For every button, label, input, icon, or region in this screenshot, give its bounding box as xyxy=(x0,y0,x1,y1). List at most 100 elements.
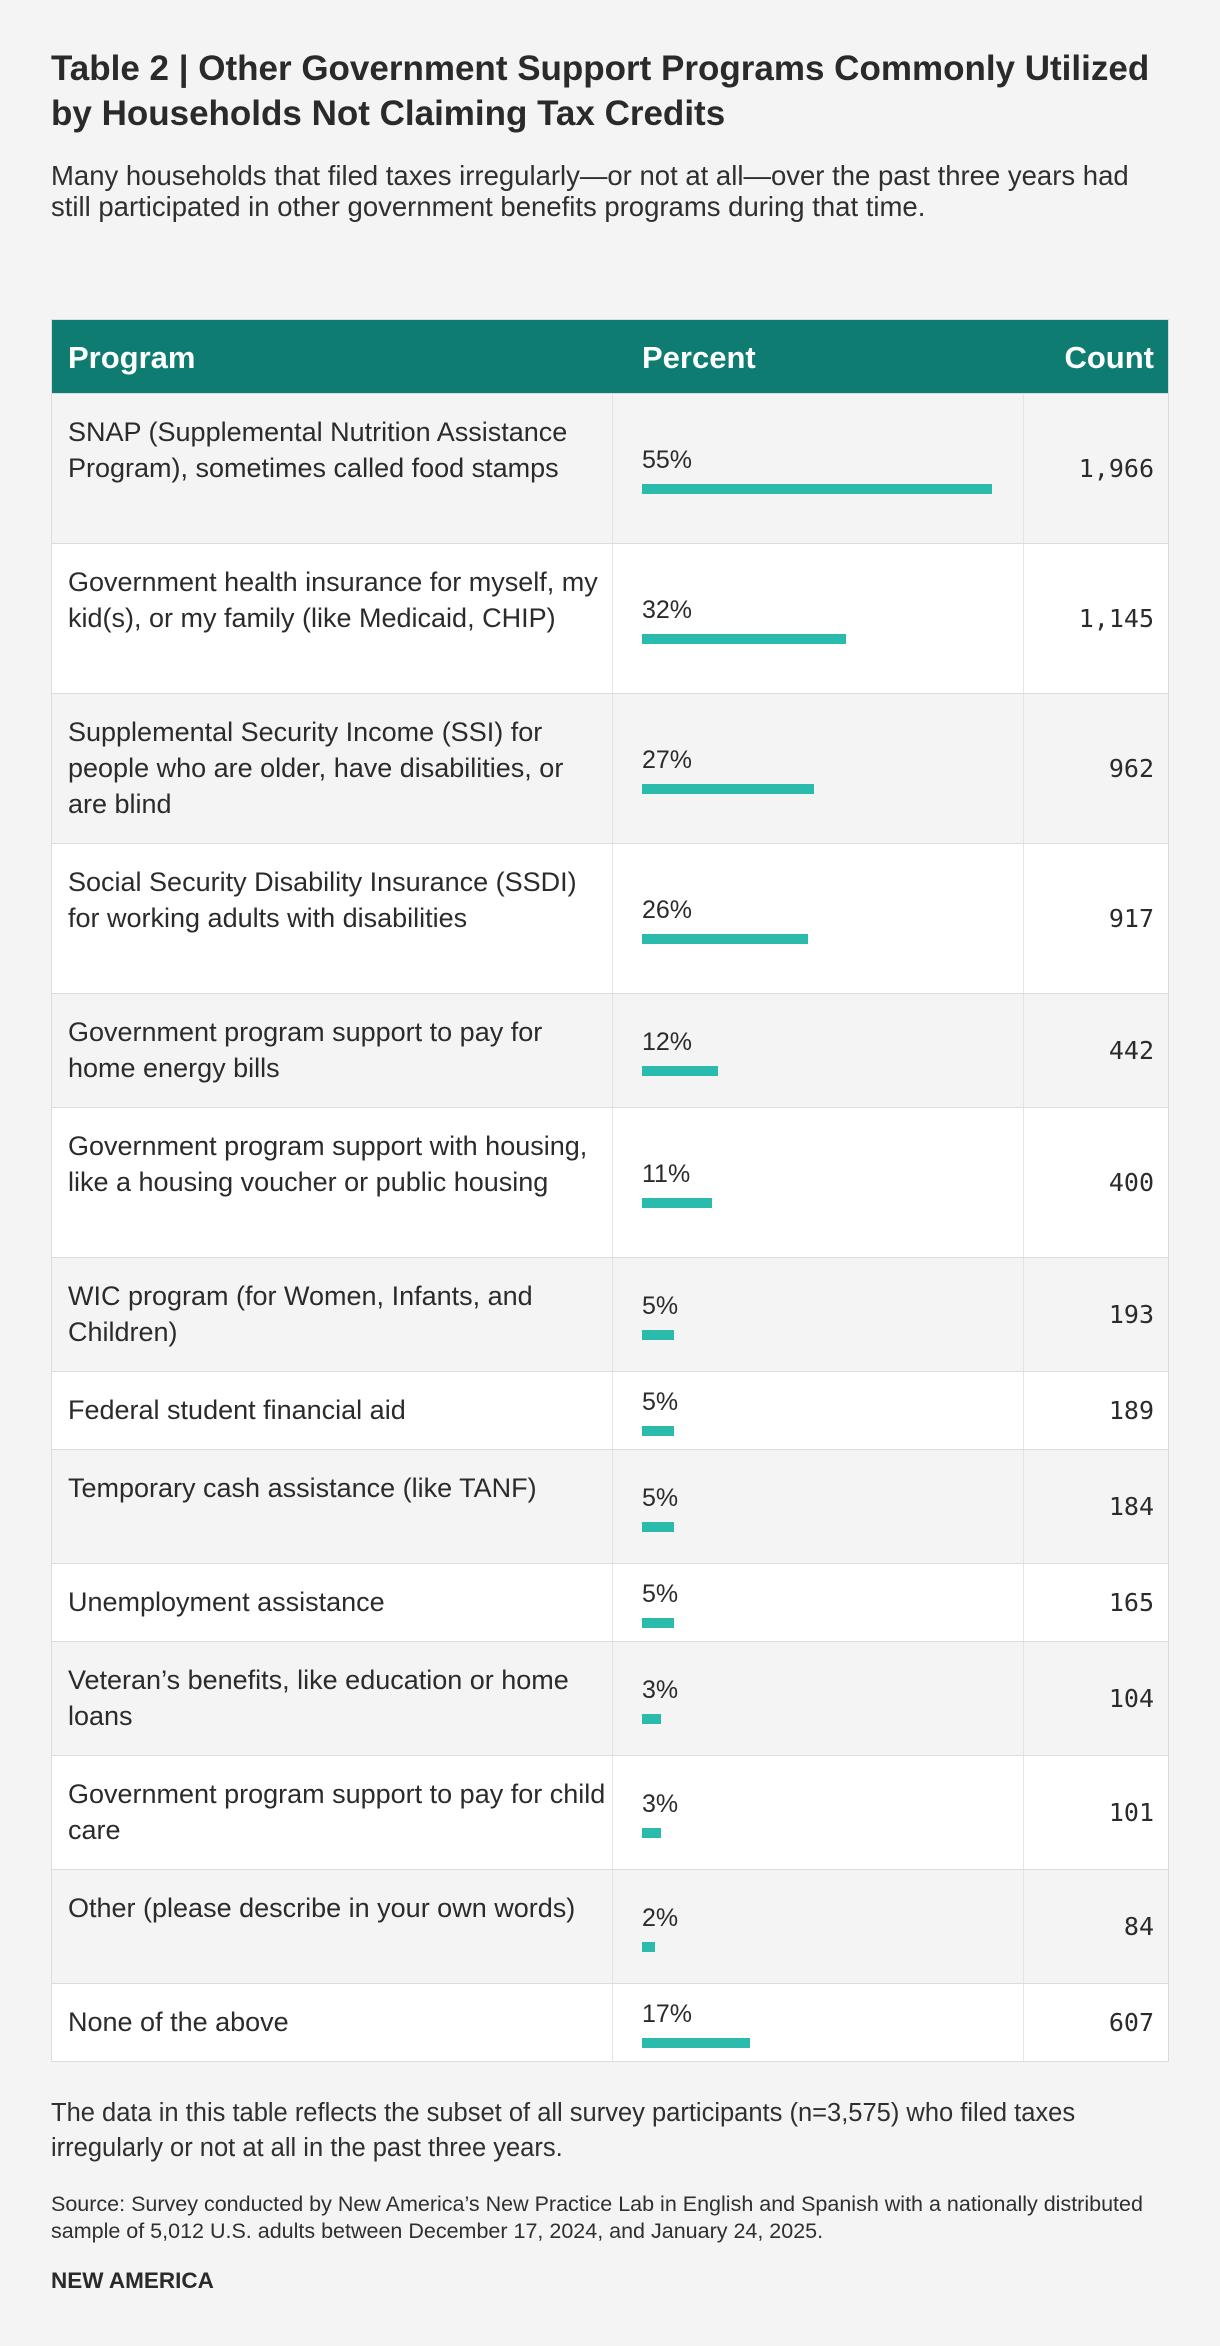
count-cell: 184 xyxy=(1108,1492,1154,1521)
percent-bar xyxy=(642,1198,712,1208)
column-divider xyxy=(612,1258,613,1371)
program-cell: Federal student financial aid xyxy=(68,1395,406,1425)
column-divider xyxy=(612,1372,613,1449)
column-divider xyxy=(612,1984,613,2061)
table-row: Government program support to pay for ch… xyxy=(52,1755,1168,1869)
count-cell: 1,966 xyxy=(1078,454,1154,483)
source-note: Source: Survey conducted by New America’… xyxy=(51,2192,1143,2243)
column-divider xyxy=(1023,1870,1024,1983)
program-cell: Government program support to pay for ho… xyxy=(68,1017,543,1083)
percent-bar xyxy=(642,484,992,494)
brand-logo-text: NEW AMERICA xyxy=(51,2268,214,2293)
percent-label: 27% xyxy=(642,746,693,774)
column-divider xyxy=(1023,694,1024,843)
count-cell: 84 xyxy=(1123,1912,1154,1941)
percent-bar xyxy=(642,1828,661,1838)
count-cell: 442 xyxy=(1108,1036,1154,1065)
column-divider xyxy=(612,1450,613,1563)
program-cell: Unemployment assistance xyxy=(68,1587,385,1617)
program-cell: Government health insurance for myself, … xyxy=(68,567,598,633)
percent-label: 5% xyxy=(642,1484,679,1512)
column-header-percent: Percent xyxy=(642,340,756,375)
column-divider xyxy=(1023,1642,1024,1755)
count-cell: 1,145 xyxy=(1078,604,1154,633)
column-divider xyxy=(612,1642,613,1755)
table-row: Veteran’s benefits, like education or ho… xyxy=(52,1641,1168,1755)
percent-label: 2% xyxy=(642,1904,679,1932)
table-row: Supplemental Security Income (SSI) for p… xyxy=(52,693,1168,843)
percent-bar xyxy=(642,1066,718,1076)
percent-label: 26% xyxy=(642,896,693,924)
page-title: Table 2 | Other Government Support Progr… xyxy=(51,49,1150,133)
column-divider xyxy=(1023,1450,1024,1563)
count-cell: 104 xyxy=(1108,1684,1154,1713)
column-divider xyxy=(612,844,613,993)
percent-label: 3% xyxy=(642,1676,679,1704)
table-row: Government health insurance for myself, … xyxy=(52,543,1168,693)
count-cell: 193 xyxy=(1108,1300,1154,1329)
table-row: WIC program (for Women, Infants, and Chi… xyxy=(52,1257,1168,1371)
table-row: Temporary cash assistance (like TANF) 5% 1… xyxy=(52,1449,1168,1563)
column-divider xyxy=(612,1756,613,1869)
program-cell: SNAP (Supplemental Nutrition Assistance … xyxy=(68,417,568,483)
column-divider xyxy=(1023,1258,1024,1371)
percent-bar xyxy=(642,1714,661,1724)
count-cell: 607 xyxy=(1108,2008,1154,2037)
table-row: Government program support with housing,… xyxy=(52,1107,1168,1257)
percent-label: 11% xyxy=(642,1160,691,1188)
program-cell: Other (please describe in your own words… xyxy=(68,1893,576,1923)
count-cell: 962 xyxy=(1108,754,1154,783)
percent-label: 5% xyxy=(642,1580,679,1608)
table-row: Federal student financial aid 5% 189 xyxy=(52,1371,1168,1449)
column-divider xyxy=(1023,1564,1024,1641)
column-divider xyxy=(1023,544,1024,693)
percent-bar xyxy=(642,1426,674,1436)
percent-bar xyxy=(642,1942,655,1952)
column-divider xyxy=(612,1870,613,1983)
percent-bar xyxy=(642,1618,674,1628)
program-cell: None of the above xyxy=(68,2007,289,2037)
column-divider xyxy=(612,994,613,1107)
percent-label: 5% xyxy=(642,1292,679,1320)
table-body: SNAP (Supplemental Nutrition Assistance … xyxy=(52,393,1168,2061)
program-cell: Temporary cash assistance (like TANF) xyxy=(68,1473,537,1503)
program-cell: Supplemental Security Income (SSI) for p… xyxy=(68,717,564,819)
count-cell: 101 xyxy=(1108,1798,1154,1827)
column-divider xyxy=(1023,844,1024,993)
count-cell: 165 xyxy=(1108,1588,1154,1617)
percent-bar xyxy=(642,784,814,794)
program-cell: Veteran’s benefits, like education or ho… xyxy=(68,1665,569,1731)
percent-bar xyxy=(642,934,808,944)
column-divider xyxy=(1023,1756,1024,1869)
percent-label: 5% xyxy=(642,1388,679,1416)
percent-label: 17% xyxy=(642,2000,693,2028)
column-divider xyxy=(1023,1372,1024,1449)
column-divider xyxy=(612,1564,613,1641)
count-cell: 400 xyxy=(1108,1168,1154,1197)
program-cell: WIC program (for Women, Infants, and Chi… xyxy=(68,1281,533,1347)
percent-label: 3% xyxy=(642,1790,679,1818)
table-note: The data in this table reflects the subs… xyxy=(51,2099,1076,2162)
percent-bar xyxy=(642,1330,674,1340)
column-header-program: Program xyxy=(68,340,196,375)
column-divider xyxy=(1023,1984,1024,2061)
column-divider xyxy=(612,394,613,543)
column-divider xyxy=(1023,394,1024,543)
column-divider xyxy=(612,1108,613,1257)
column-divider xyxy=(612,544,613,693)
table-header: Program Percent Count xyxy=(52,320,1168,393)
percent-label: 32% xyxy=(642,596,693,624)
data-table: Program Percent Count SNAP (Supplemental… xyxy=(51,319,1169,2062)
table-row: SNAP (Supplemental Nutrition Assistance … xyxy=(52,393,1168,543)
table-row: Government program support to pay for ho… xyxy=(52,993,1168,1107)
subtitle: Many households that filed taxes irregul… xyxy=(51,160,1129,222)
program-cell: Social Security Disability Insurance (SS… xyxy=(68,867,577,933)
percent-label: 55% xyxy=(642,446,693,474)
percent-label: 12% xyxy=(642,1028,693,1056)
percent-bar xyxy=(642,1522,674,1532)
count-cell: 917 xyxy=(1108,904,1154,933)
percent-bar xyxy=(642,634,846,644)
column-divider xyxy=(1023,994,1024,1107)
program-cell: Government program support with housing,… xyxy=(68,1131,588,1197)
table-row: None of the above 17% 607 xyxy=(52,1983,1168,2061)
